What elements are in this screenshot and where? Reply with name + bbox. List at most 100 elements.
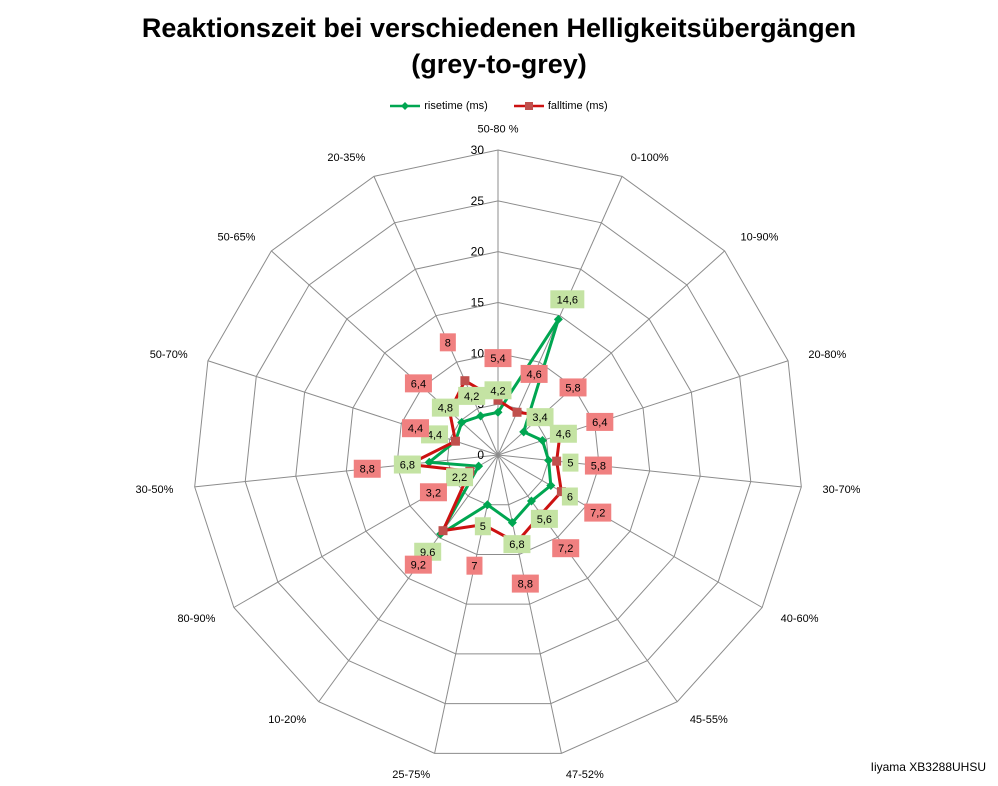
- legend-item-risetime: risetime (ms): [390, 100, 488, 112]
- category-label: 20-80%: [808, 349, 846, 361]
- data-label-bg: [549, 424, 577, 443]
- data-label-falltime: 5,4: [484, 349, 512, 368]
- data-label-text: 8,8: [360, 464, 375, 476]
- data-label-falltime: 7,2: [584, 503, 612, 522]
- grid-spoke: [318, 454, 499, 703]
- marker-risetime: [507, 518, 517, 528]
- data-label-falltime: 8,8: [511, 574, 539, 593]
- grid-spoke: [373, 176, 499, 456]
- grid-spoke: [497, 360, 789, 456]
- data-label-risetime: 14,6: [550, 290, 585, 309]
- legend-label-risetime: risetime (ms): [424, 100, 488, 112]
- category-label: 10-90%: [741, 232, 779, 244]
- data-label-risetime: 4,2: [458, 386, 486, 405]
- data-label-falltime: 6,4: [586, 412, 614, 431]
- data-label-bg: [404, 374, 432, 393]
- marker-risetime: [544, 455, 554, 465]
- data-label-bg: [562, 453, 579, 472]
- marker-risetime: [424, 457, 434, 467]
- data-label-falltime: 6,4: [404, 374, 432, 393]
- watermark-text: Iiyama XB3288UHSU: [870, 760, 986, 774]
- data-label-text: 4,2: [490, 385, 505, 397]
- grid-spoke: [497, 454, 763, 608]
- data-label-text: 6,4: [411, 378, 426, 390]
- data-label-text: 7: [471, 561, 477, 573]
- data-label-bg: [484, 349, 512, 368]
- grid-spoke: [497, 454, 678, 703]
- category-label: 80-90%: [177, 613, 215, 625]
- category-label: 40-60%: [781, 613, 819, 625]
- data-label-falltime: 8,8: [353, 459, 381, 478]
- category-label: 20-35%: [327, 152, 365, 164]
- data-label-text: 4,6: [526, 369, 541, 381]
- data-label-bg: [584, 456, 612, 475]
- marker-risetime: [482, 500, 492, 510]
- radial-tick-label: 15: [471, 296, 485, 310]
- grid-spoke: [497, 454, 802, 488]
- marker-risetime: [474, 461, 484, 471]
- category-label: 45-55%: [690, 714, 728, 726]
- data-label-falltime: 5,8: [559, 378, 587, 397]
- data-label-falltime: 7,2: [552, 539, 580, 558]
- data-label-bg: [404, 555, 432, 574]
- data-label-text: 5,4: [490, 353, 505, 365]
- data-label-bg: [402, 419, 430, 438]
- data-label-text: 6,8: [509, 539, 524, 551]
- marker-falltime: [460, 376, 470, 386]
- data-label-risetime: 5: [562, 453, 579, 472]
- marker-falltime: [450, 436, 460, 446]
- category-label: 30-70%: [823, 484, 861, 496]
- data-label-falltime: 3,2: [419, 483, 447, 502]
- data-label-falltime: 7: [466, 556, 483, 575]
- data-label-text: 6,4: [592, 417, 607, 429]
- legend-item-falltime: falltime (ms): [513, 100, 608, 112]
- grid-ring: [244, 200, 752, 705]
- data-label-text: 6: [567, 492, 573, 504]
- marker-risetime: [537, 436, 547, 446]
- marker-falltime: [493, 395, 503, 405]
- marker-risetime: [476, 411, 486, 421]
- grid-ring: [345, 301, 651, 605]
- data-label-bg: [511, 574, 539, 593]
- data-label-bg: [586, 412, 614, 431]
- marker-falltime: [438, 526, 448, 536]
- data-label-falltime: 4,4: [402, 419, 430, 438]
- data-label-bg: [431, 398, 459, 417]
- data-label-bg: [466, 556, 483, 575]
- data-label-falltime: 8: [439, 333, 456, 352]
- data-label-bg: [474, 517, 491, 536]
- radar-grid: 0 5 10 15 20 25 30: [194, 143, 802, 754]
- legend-swatch-falltime: [513, 102, 544, 110]
- grid-spoke: [207, 360, 499, 456]
- chart-title-line2: (grey-to-grey): [411, 49, 587, 79]
- data-label-text: 5,8: [565, 382, 580, 394]
- marker-risetime: [546, 481, 556, 490]
- marker-risetime: [519, 427, 529, 437]
- data-label-text: 4,4: [408, 423, 423, 435]
- data-label-bg: [458, 386, 486, 405]
- marker-falltime: [512, 407, 522, 417]
- data-label-text: 5: [480, 521, 486, 533]
- data-label-falltime: 9,2: [404, 555, 432, 574]
- radial-tick-label: 30: [471, 143, 485, 157]
- data-label-bg: [353, 459, 381, 478]
- category-label: 50-70%: [150, 349, 188, 361]
- data-label-risetime: 5: [474, 517, 491, 536]
- data-label-bg: [419, 483, 447, 502]
- data-label-text: 8,8: [518, 579, 533, 591]
- legend-label-falltime: falltime (ms): [547, 100, 608, 112]
- radial-tick-label: 25: [471, 194, 485, 208]
- chart-legend: risetime (ms) falltime (ms): [0, 100, 998, 112]
- data-label-risetime: 2,2: [446, 468, 474, 487]
- data-label-text: 4,2: [464, 391, 479, 403]
- marker-risetime: [526, 496, 536, 506]
- data-label-bg: [530, 509, 558, 528]
- grid-ring: [396, 352, 600, 555]
- data-label-risetime: 6,8: [393, 455, 421, 474]
- data-label-text: 3,2: [426, 487, 441, 499]
- radial-tick-label: 10: [471, 346, 485, 360]
- grid-spoke: [497, 454, 562, 754]
- data-label-risetime: 5,6: [530, 509, 558, 528]
- data-label-risetime: 4,2: [484, 381, 512, 400]
